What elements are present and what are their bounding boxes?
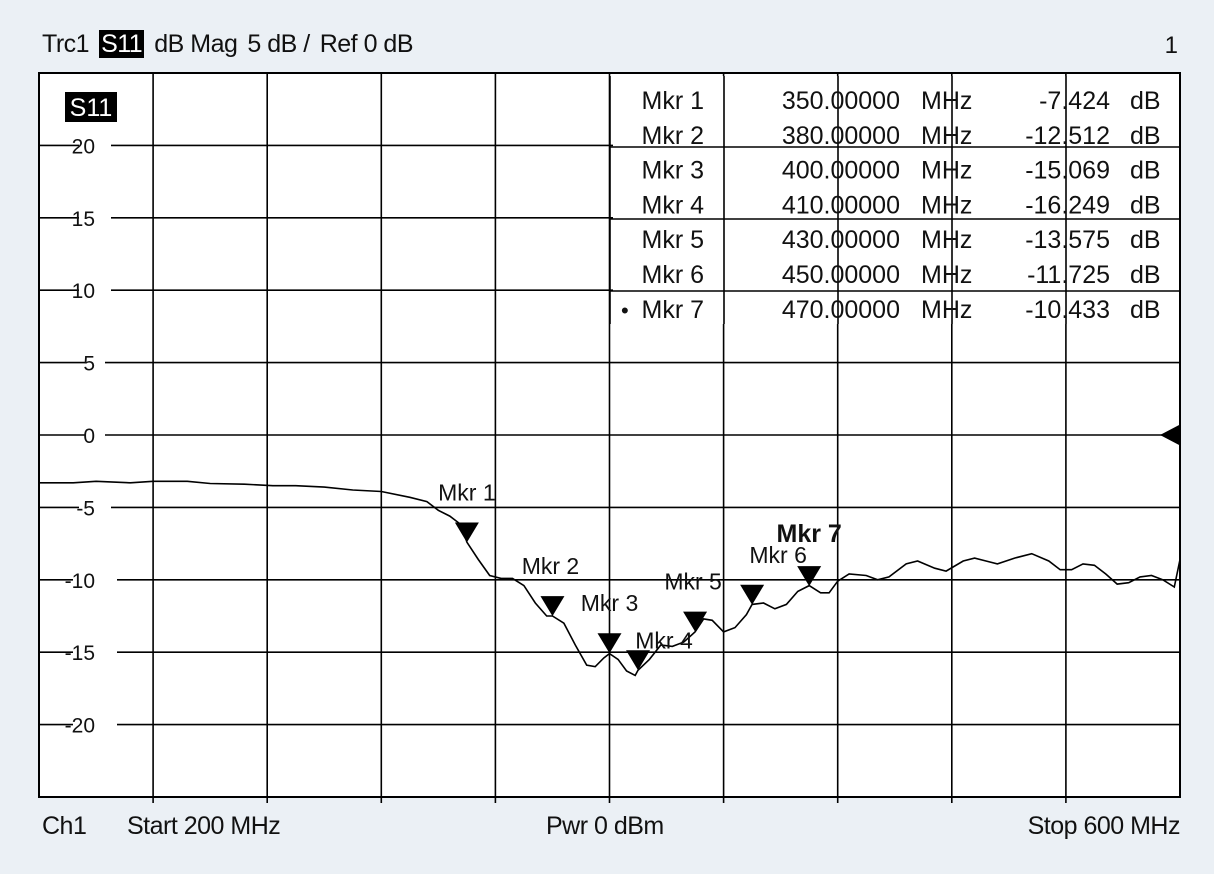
svg-text:MHz: MHz — [921, 261, 972, 289]
svg-text:-12.512: -12.512 — [1025, 122, 1110, 150]
svg-text:MHz: MHz — [921, 191, 972, 219]
svg-text:350.00000: 350.00000 — [782, 87, 900, 115]
footer-start-frequency[interactable]: Start 200 MHz — [127, 812, 281, 840]
y-tick-label: -10 — [65, 570, 95, 593]
marker-label: Mkr 2 — [522, 553, 580, 579]
svg-text:-7.424: -7.424 — [1039, 87, 1110, 115]
marker-table-row[interactable]: Mkr 6 450.00000 MHz -11.725 dB — [642, 261, 1161, 289]
svg-text:380.00000: 380.00000 — [782, 122, 900, 150]
s11-trace — [39, 480, 1181, 677]
svg-text:450.00000: 450.00000 — [782, 261, 900, 289]
svg-text:-10.433: -10.433 — [1025, 296, 1110, 324]
svg-text:400.00000: 400.00000 — [782, 157, 900, 185]
svg-text:dB: dB — [1130, 157, 1161, 185]
param-label-bg — [65, 92, 117, 122]
marker-triangle-icon[interactable] — [683, 611, 708, 632]
marker-label: Mkr 3 — [581, 590, 639, 616]
param-label: S11 — [70, 94, 113, 122]
svg-text:MHz: MHz — [921, 87, 972, 115]
svg-text:dB: dB — [1130, 261, 1161, 289]
svg-text:470.00000: 470.00000 — [782, 296, 900, 324]
svg-text:-15.069: -15.069 — [1025, 157, 1110, 185]
marker-label: Mkr 5 — [664, 569, 722, 595]
svg-text:dB: dB — [1130, 296, 1161, 324]
svg-text:MHz: MHz — [921, 157, 972, 185]
svg-text:Mkr 3: Mkr 3 — [642, 157, 705, 185]
y-tick-label: -20 — [65, 715, 95, 738]
svg-text:MHz: MHz — [921, 226, 972, 254]
marker-table-row[interactable]: Mkr 5 430.00000 MHz -13.575 dB — [642, 226, 1161, 254]
reference-level-arrow-icon[interactable] — [1160, 424, 1181, 446]
marker-table-row[interactable]: Mkr 4 410.00000 MHz -16.249 dB — [642, 191, 1161, 219]
svg-text:410.00000: 410.00000 — [782, 191, 900, 219]
channel-number: 1 — [1164, 32, 1178, 59]
svg-text:-16.249: -16.249 — [1025, 191, 1110, 219]
marker-table-row[interactable]: Mkr 1 350.00000 MHz -7.424 dB — [642, 87, 1161, 115]
marker-table-row[interactable]: Mkr 3 400.00000 MHz -15.069 dB — [642, 157, 1161, 185]
marker-table-row[interactable]: Mkr 2 380.00000 MHz -12.512 dB — [642, 122, 1161, 150]
svg-text:dB: dB — [1130, 226, 1161, 254]
svg-text:Mkr 4: Mkr 4 — [642, 191, 705, 219]
svg-text:dB: dB — [1130, 122, 1161, 150]
svg-text:-11.725: -11.725 — [1027, 261, 1110, 289]
marker-label: Mkr 7 — [777, 520, 842, 548]
y-tick-label: 20 — [72, 135, 95, 158]
svg-text:dB: dB — [1130, 87, 1161, 115]
footer-stop-frequency[interactable]: Stop 600 MHz — [1027, 812, 1181, 840]
y-tick-label: 15 — [72, 208, 95, 231]
marker-label: Mkr 6 — [749, 542, 807, 568]
svg-text:dB: dB — [1130, 191, 1161, 219]
svg-text:Mkr 2: Mkr 2 — [642, 122, 705, 150]
marker-table-row[interactable]: • Mkr 7 470.00000 MHz -10.433 dB — [621, 296, 1161, 324]
trace-reference[interactable]: Ref 0 dB — [319, 30, 414, 58]
y-tick-label: 5 — [83, 353, 95, 376]
trace-parameter-badge[interactable]: S11 — [99, 30, 145, 58]
svg-text:MHz: MHz — [921, 122, 972, 150]
y-axis-ticks: 20 15 10 5 0 -5 -10 -15 -20 — [65, 133, 117, 738]
trace-scale[interactable]: 5 dB / — [247, 30, 310, 58]
marker-label: Mkr 1 — [438, 479, 496, 505]
marker-triangle-icon[interactable] — [540, 596, 565, 617]
marker-triangle-icon[interactable] — [454, 522, 479, 543]
footer-channel[interactable]: Ch1 — [42, 812, 87, 840]
svg-text:Mkr 6: Mkr 6 — [642, 261, 705, 289]
marker-triangle-icon[interactable] — [597, 633, 622, 654]
trace-name[interactable]: Trc1 — [42, 30, 90, 58]
trace-format[interactable]: dB Mag — [154, 30, 238, 58]
marker-triangle-icon[interactable] — [797, 566, 822, 587]
y-tick-label: 10 — [72, 280, 95, 303]
svg-text:-13.575: -13.575 — [1025, 226, 1110, 254]
svg-text:MHz: MHz — [921, 296, 972, 324]
svg-text:430.00000: 430.00000 — [782, 226, 900, 254]
svg-text:Mkr 1: Mkr 1 — [642, 87, 705, 115]
footer-power[interactable]: Pwr 0 dBm — [546, 812, 664, 840]
marker-label: Mkr 4 — [635, 627, 693, 653]
marker-triangle-icon[interactable] — [626, 650, 651, 671]
y-tick-label: -5 — [76, 497, 95, 520]
svg-text:Mkr 7: Mkr 7 — [642, 296, 705, 324]
y-tick-label: -15 — [65, 642, 95, 665]
marker-triangle-icon[interactable] — [740, 584, 765, 605]
svg-text:•: • — [621, 298, 629, 323]
y-tick-label: 0 — [83, 425, 95, 448]
trace-header: Trc1 S11 dB Mag 5 dB / Ref 0 dB — [42, 30, 423, 59]
svg-text:Mkr 5: Mkr 5 — [642, 226, 705, 254]
